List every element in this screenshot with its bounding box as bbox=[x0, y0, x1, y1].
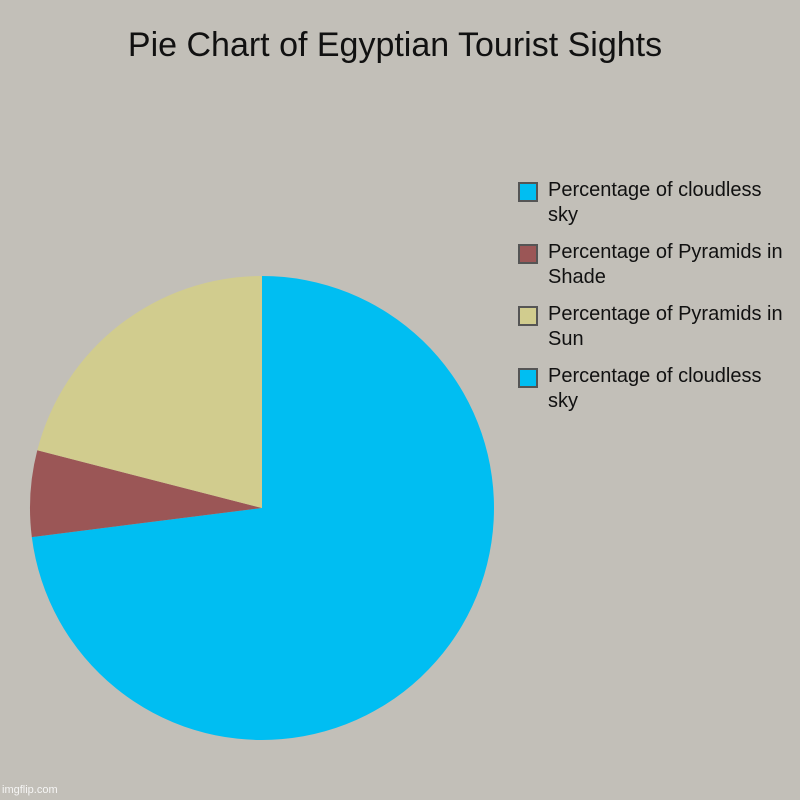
legend-swatch bbox=[518, 244, 538, 264]
legend-swatch bbox=[518, 368, 538, 388]
pie-slice-2 bbox=[37, 276, 262, 508]
legend-item-cloudless-sky: Percentage of cloudless sky bbox=[518, 178, 793, 240]
legend-label: Percentage of Pyramids in Shade bbox=[548, 241, 783, 288]
legend-label: Percentage of cloudless sky bbox=[548, 179, 762, 226]
chart-title: Pie Chart of Egyptian Tourist Sights bbox=[127, 26, 663, 64]
legend-swatch bbox=[518, 306, 538, 326]
legend-item-cloudless-sky-2: Percentage of cloudless sky bbox=[518, 364, 793, 426]
pie-slice-0 bbox=[31, 276, 495, 740]
legend-swatch bbox=[518, 182, 538, 202]
legend-label: Percentage of Pyramids in Sun bbox=[548, 303, 783, 350]
legend-item-pyramids-shade: Percentage of Pyramids in Shade bbox=[518, 240, 793, 302]
legend: Percentage of cloudless sky Percentage o… bbox=[518, 178, 793, 426]
legend-label: Percentage of cloudless sky bbox=[548, 365, 762, 412]
watermark: imgflip.com bbox=[2, 784, 58, 796]
pie-slice-1 bbox=[30, 450, 263, 538]
legend-item-pyramids-sun: Percentage of Pyramids in Sun bbox=[518, 302, 793, 364]
